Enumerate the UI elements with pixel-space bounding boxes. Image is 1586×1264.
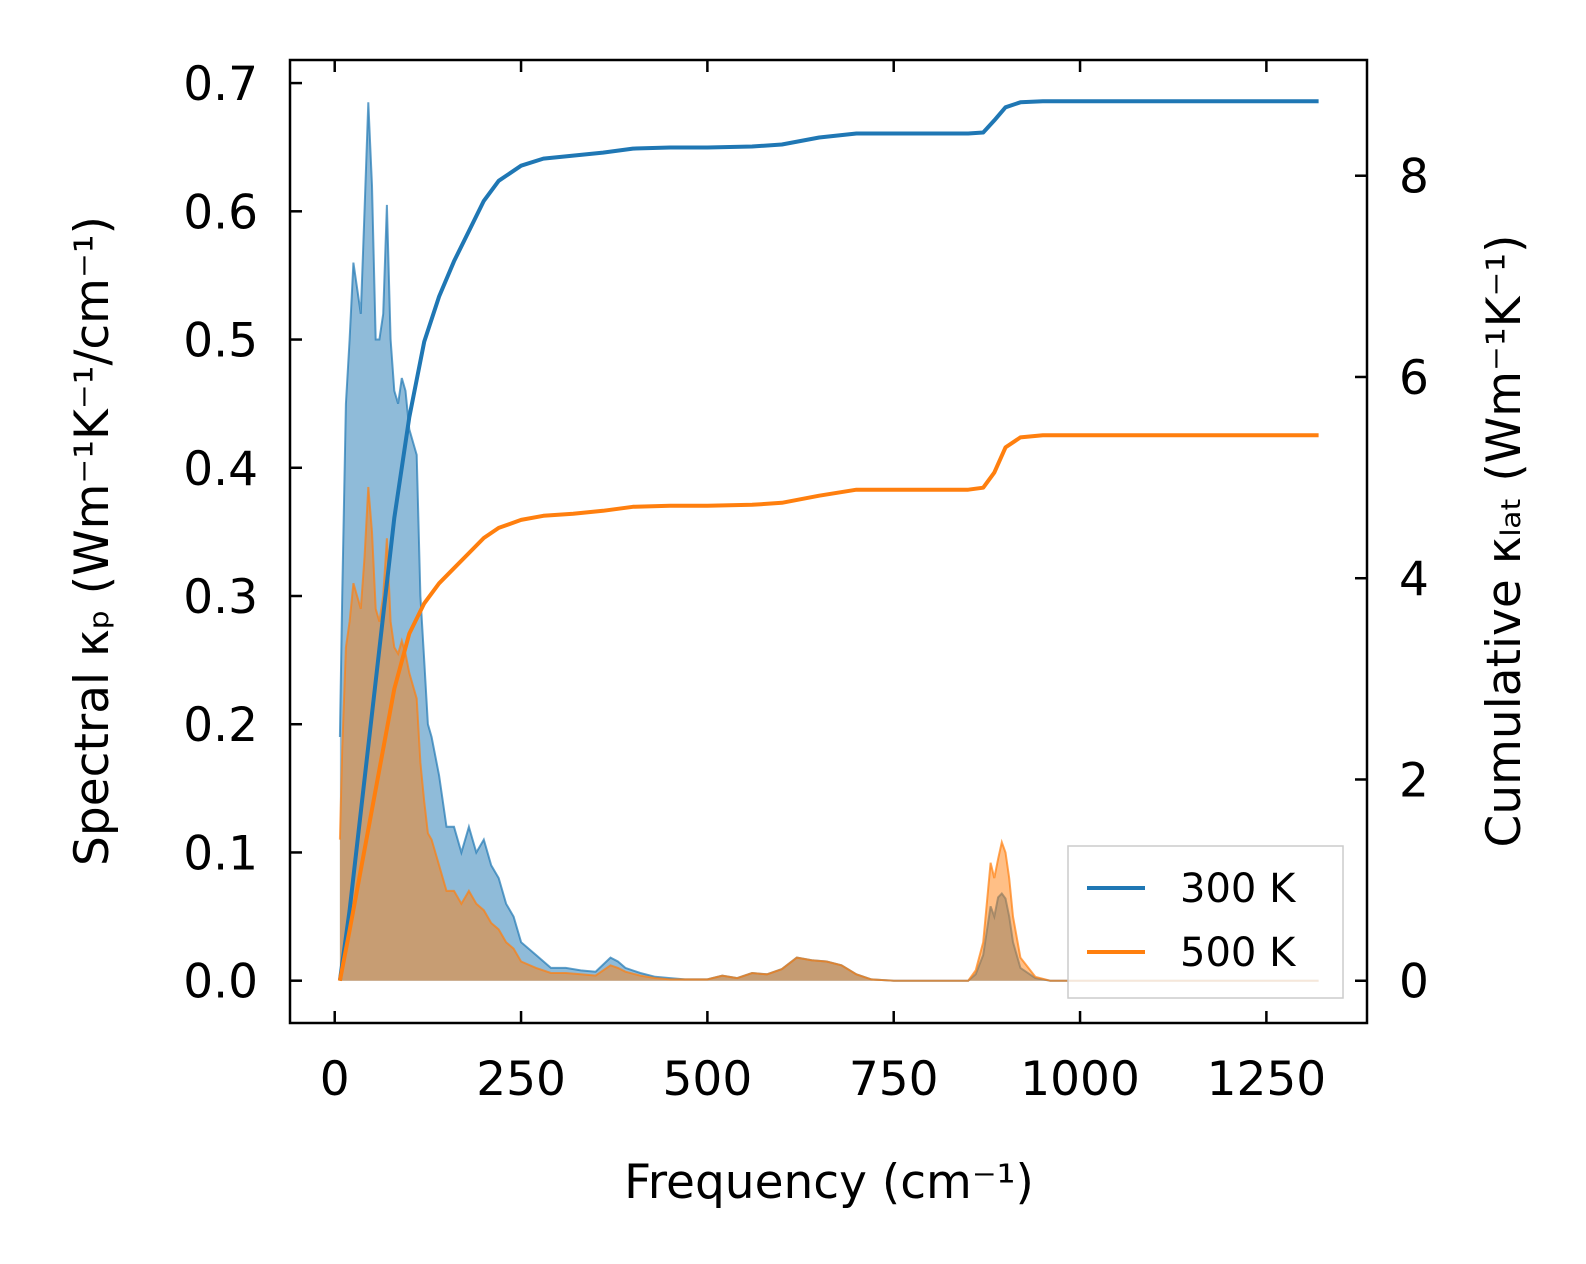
- y-tick-label-right: 4: [1399, 552, 1429, 607]
- cumulative-line-300k: [337, 99, 1319, 981]
- legend-label-300k: 300 K: [1180, 866, 1297, 912]
- spectral-fill-500k: [339, 487, 1319, 981]
- legend: 300 K 500 K: [1067, 845, 1344, 999]
- cumulative-line-500k: [337, 433, 1319, 982]
- y-tick-label-left: 0.3: [183, 570, 258, 625]
- x-tick-label: 0: [320, 1052, 350, 1107]
- legend-box: [1067, 845, 1344, 999]
- x-tick-label: 250: [476, 1052, 566, 1107]
- y-tick-label-right: 6: [1399, 351, 1429, 406]
- y-tick-label-right: 8: [1399, 150, 1429, 205]
- y-tick-label-left: 0.2: [183, 698, 258, 753]
- y-tick-label-left: 0.7: [183, 57, 258, 112]
- left-y-axis-title: Spectral κₚ (Wm⁻¹K⁻¹/cm⁻¹): [65, 216, 120, 866]
- y-tick-label-left: 0.1: [183, 826, 258, 881]
- right-y-axis-title: Cumulative κₗₐₜ (Wm⁻¹K⁻¹): [1477, 235, 1532, 848]
- axis-ticks: 0 250 500 750 1000 1250 0.0 0.1 0.2 0.3 0.4 0.5 0.6 0…: [183, 57, 1429, 1107]
- y-tick-label-left: 0.0: [183, 955, 258, 1010]
- cumulative-lines: [337, 99, 1319, 982]
- x-tick-label: 1000: [1020, 1052, 1140, 1107]
- y-tick-label-right: 0: [1399, 955, 1429, 1010]
- y-tick-label-right: 2: [1399, 753, 1429, 808]
- plot-frame: [288, 58, 1369, 1025]
- x-axis-title: Frequency (cm⁻¹): [624, 1155, 1034, 1210]
- y-tick-label-left: 0.5: [183, 314, 258, 369]
- y-tick-label-left: 0.4: [183, 442, 258, 497]
- x-tick-label: 750: [849, 1052, 939, 1107]
- x-tick-label: 500: [663, 1052, 753, 1107]
- x-tick-label: 1250: [1207, 1052, 1327, 1107]
- legend-label-500k: 500 K: [1180, 930, 1297, 976]
- y-tick-label-left: 0.6: [183, 185, 258, 240]
